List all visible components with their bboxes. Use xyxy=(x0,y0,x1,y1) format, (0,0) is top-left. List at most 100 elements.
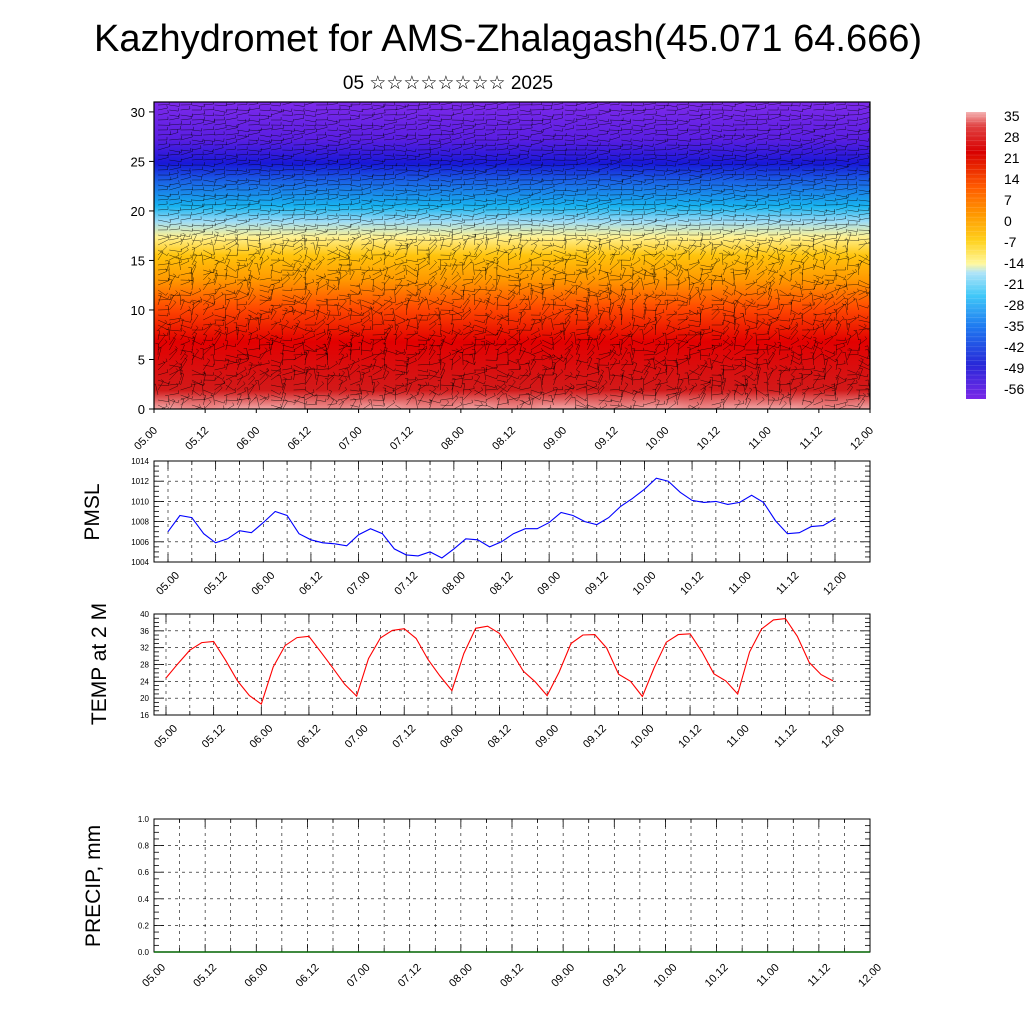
colorbar-label: -35 xyxy=(1004,318,1024,334)
x-tick-label: 07.00 xyxy=(345,962,373,990)
pmsl-y-axis: 1004 1006 1008 1010 1012 1014 xyxy=(131,457,870,567)
warm-surface-blobs xyxy=(154,329,870,409)
x-tick-label: 10.12 xyxy=(695,425,723,453)
x-tick-label: 12.00 xyxy=(856,962,884,990)
x-tick-label: 11.12 xyxy=(774,570,801,597)
x-tick-label: 10.12 xyxy=(676,723,704,751)
x-tick-label: 10.12 xyxy=(678,570,706,598)
x-tick-label: 12.00 xyxy=(821,570,849,598)
x-tick-label: 09.12 xyxy=(581,723,609,751)
x-tick-label: 11.00 xyxy=(726,570,753,597)
y-tick-label: 1012 xyxy=(131,477,149,486)
x-tick-label: 07.00 xyxy=(337,425,365,453)
x-tick-label: 09.00 xyxy=(549,962,577,990)
x-tick-label: 09.12 xyxy=(583,570,611,598)
x-tick-label: 05.00 xyxy=(152,723,180,751)
x-tick-label: 06.00 xyxy=(247,723,275,751)
pmsl-panel: 1004 1006 1008 1010 1012 1014 05.00 05.12 06.00… xyxy=(81,457,871,598)
x-tick-label: 06.12 xyxy=(295,723,323,751)
x-tick-label: 06.00 xyxy=(249,570,277,598)
colorbar-label: 35 xyxy=(1004,108,1020,124)
x-tick-label: 06.12 xyxy=(294,962,322,990)
x-tick-label: 08.12 xyxy=(498,962,526,990)
colorbar-label: -49 xyxy=(1004,360,1024,376)
x-tick-label: 07.00 xyxy=(343,723,371,751)
x-tick-label: 11.12 xyxy=(806,962,833,989)
x-tick-label: 05.00 xyxy=(132,425,160,453)
y-tick-label: 16 xyxy=(140,711,149,720)
precip-panel: 0.0 0.2 0.4 0.6 0.8 1.0 05.00 05.12 06.00 06.12 0… xyxy=(82,815,884,990)
colorbar-bands xyxy=(966,116,986,395)
y-tick-label: 0.6 xyxy=(138,868,150,877)
colorbar-label: 28 xyxy=(1004,129,1020,145)
x-tick-label: 11.12 xyxy=(798,425,825,452)
x-tick-label: 10.00 xyxy=(644,425,672,453)
colorbar: 35 28 21 14 7 0 -7 -14 -21 -28 -35 -42 -49 -56 xyxy=(966,108,1024,399)
precip-y-label: PRECIP, mm xyxy=(82,825,105,947)
precip-grid xyxy=(153,818,871,953)
x-tick-label: 09.12 xyxy=(600,962,628,990)
x-tick-label: 10.00 xyxy=(629,723,657,751)
x-tick-label: 05.12 xyxy=(200,723,228,751)
x-tick-label: 05.00 xyxy=(140,962,168,990)
x-tick-label: 08.00 xyxy=(438,723,466,751)
temp-series-line xyxy=(165,618,834,705)
pmsl-y-label: PMSL xyxy=(81,483,104,540)
y-tick-label: 20 xyxy=(140,694,149,703)
y-tick-label: 0 xyxy=(138,402,145,417)
x-tick-label: 12.00 xyxy=(819,723,847,751)
y-tick-label: 15 xyxy=(131,253,145,268)
colorbar-label: -56 xyxy=(1004,381,1024,397)
x-tick-label: 06.00 xyxy=(234,425,262,453)
warm-blob xyxy=(656,329,744,409)
cross-section-panel: 0 5 10 15 20 25 30 05.00 05.12 06.00 06.12 07.00 07… xyxy=(131,101,876,453)
colorbar-label: 21 xyxy=(1004,150,1020,166)
x-tick-label: 11.12 xyxy=(772,723,799,750)
x-tick-label: 10.00 xyxy=(631,570,659,598)
x-tick-label: 07.12 xyxy=(392,570,420,598)
y-tick-label: 1014 xyxy=(131,457,149,466)
cross-section-y-axis: 0 5 10 15 20 25 30 xyxy=(131,105,154,417)
x-tick-label: 08.00 xyxy=(447,962,475,990)
x-tick-label: 12.00 xyxy=(848,425,876,453)
x-tick-label: 07.12 xyxy=(390,723,418,751)
x-tick-label: 07.12 xyxy=(396,962,424,990)
x-tick-label: 05.12 xyxy=(191,962,219,990)
x-tick-label: 05.12 xyxy=(202,570,230,598)
x-tick-label: 07.12 xyxy=(388,425,416,453)
x-tick-label: 07.00 xyxy=(345,570,373,598)
x-tick-label: 06.12 xyxy=(286,425,314,453)
x-tick-label: 08.00 xyxy=(439,425,467,453)
x-tick-label: 10.12 xyxy=(703,962,731,990)
temp-grid xyxy=(154,613,870,716)
x-tick-label: 11.00 xyxy=(754,962,781,989)
x-tick-label: 06.00 xyxy=(242,962,270,990)
x-tick-label: 06.12 xyxy=(297,570,325,598)
y-tick-label: 1004 xyxy=(131,558,149,567)
colorbar-labels: 35 28 21 14 7 0 -7 -14 -21 -28 -35 -42 -49 -56 xyxy=(1004,108,1024,397)
colorbar-label: 0 xyxy=(1004,213,1012,229)
chart-title: Kazhydromet for AMS-Zhalagash(45.071 64.… xyxy=(93,18,923,60)
warm-blob xyxy=(774,329,870,409)
y-tick-label: 1010 xyxy=(131,497,149,506)
y-tick-label: 1008 xyxy=(131,518,149,527)
colorbar-label: -42 xyxy=(1004,339,1024,355)
y-tick-label: 10 xyxy=(131,303,145,318)
y-tick-label: 1.0 xyxy=(138,815,150,824)
warm-blob xyxy=(268,329,392,409)
x-tick-label: 11.00 xyxy=(746,425,773,452)
y-tick-label: 0.0 xyxy=(138,948,150,957)
colorbar-label: -28 xyxy=(1004,297,1024,313)
y-tick-label: 0.8 xyxy=(138,842,150,851)
colorbar-gradient xyxy=(966,112,986,399)
x-tick-label: 08.12 xyxy=(488,570,516,598)
warm-blob xyxy=(154,329,248,409)
pmsl-grid xyxy=(154,460,870,563)
chart-subtitle: 05 ☆☆☆☆☆☆☆☆ 2025 xyxy=(342,73,554,94)
temp-panel: 16 20 24 28 32 36 40 05.00 05.12 06.00 06.12 07.00… xyxy=(88,603,871,751)
x-tick-label: 08.12 xyxy=(486,723,514,751)
x-tick-label: 09.12 xyxy=(592,425,620,453)
y-tick-label: 0.4 xyxy=(138,895,150,904)
y-tick-label: 0.2 xyxy=(138,921,150,930)
pmsl-series-line xyxy=(167,477,836,559)
